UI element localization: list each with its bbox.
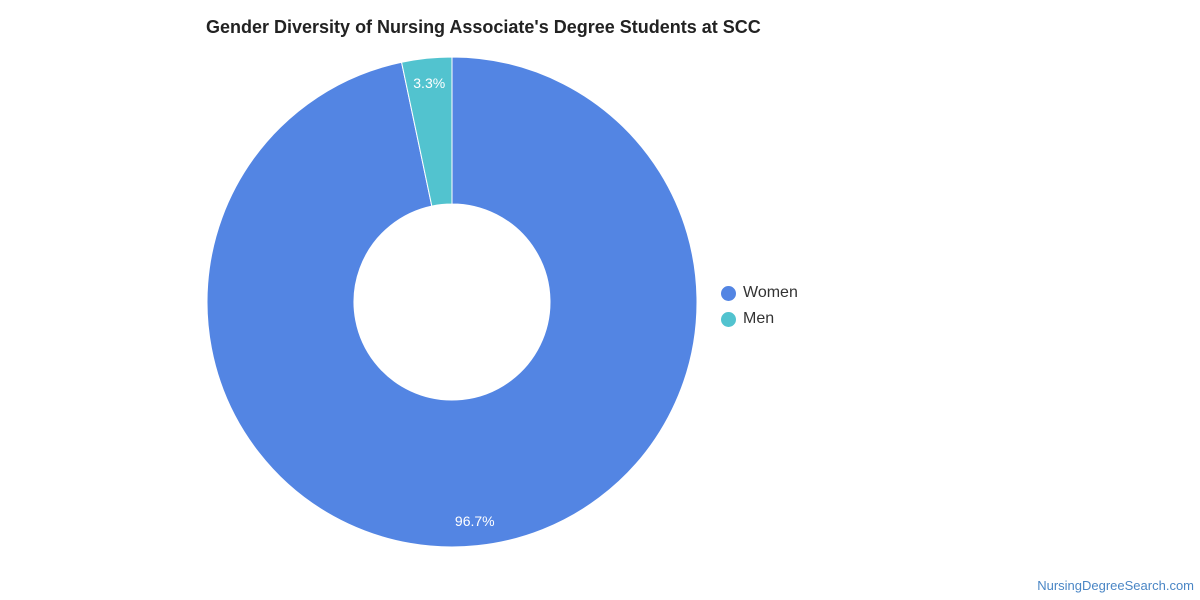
- chart-title: Gender Diversity of Nursing Associate's …: [206, 17, 761, 37]
- legend: Women Men: [721, 280, 798, 332]
- legend-item-men[interactable]: Men: [721, 306, 798, 332]
- slice-label-women: 96.7%: [455, 513, 495, 529]
- slice-label-men: 3.3%: [413, 75, 445, 91]
- legend-swatch-women: [721, 285, 736, 301]
- legend-swatch-men: [721, 311, 736, 327]
- legend-item-women[interactable]: Women: [721, 280, 798, 306]
- legend-label-women: Women: [743, 284, 798, 301]
- legend-label-men: Men: [743, 310, 775, 327]
- slice-men[interactable]: [400, 56, 453, 207]
- slice-labels-group: 96.7% 3.3%: [413, 75, 494, 529]
- source-link[interactable]: NursingDegreeSearch.com: [1037, 578, 1194, 593]
- slices-group: [206, 56, 698, 548]
- slice-women[interactable]: [206, 56, 698, 548]
